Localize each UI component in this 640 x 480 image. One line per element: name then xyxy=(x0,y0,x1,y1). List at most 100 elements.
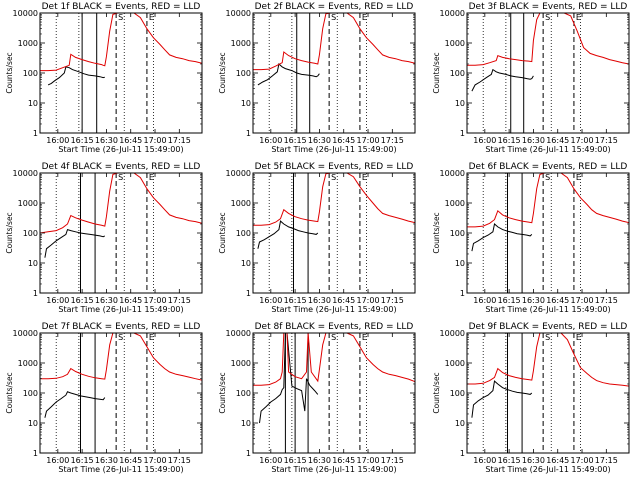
marker-label: S xyxy=(545,13,550,22)
y-tick-label: 10 xyxy=(241,419,251,428)
x-tick-label: 17:00 xyxy=(143,456,166,465)
marker-label: E xyxy=(576,173,581,182)
marker-label: S xyxy=(545,173,550,182)
x-axis-label: Start Time (26-Jul-11 15:49:00) xyxy=(58,145,183,154)
marker-label: S xyxy=(331,173,336,182)
x-tick-label: 16:15 xyxy=(71,136,94,145)
plot-frame xyxy=(39,332,203,454)
x-tick-label: 16:00 xyxy=(46,456,69,465)
y-tick-label: 10 xyxy=(28,419,38,428)
x-tick-label: 16:30 xyxy=(95,296,118,305)
marker-label: E xyxy=(576,333,581,342)
y-tick-label: 1 xyxy=(246,129,251,138)
marker-label: S xyxy=(118,173,123,182)
events-series-line xyxy=(44,228,106,258)
y-tick-label: 10000 xyxy=(440,329,465,338)
lld-series-line xyxy=(253,13,415,71)
x-tick-label: 16:45 xyxy=(332,296,355,305)
events-series-line xyxy=(44,391,106,418)
lld-series-line xyxy=(40,173,202,234)
x-tick-label: 16:00 xyxy=(46,136,69,145)
y-tick-label: 1000 xyxy=(231,359,251,368)
x-tick-label: 17:00 xyxy=(570,136,593,145)
marker-label: E xyxy=(149,13,154,22)
x-tick-label: 17:15 xyxy=(168,136,191,145)
x-tick-label: 16:30 xyxy=(95,136,118,145)
y-tick-label: 1000 xyxy=(18,199,38,208)
y-tick-label: 10000 xyxy=(13,9,38,18)
y-axis-label: Counts/sec xyxy=(5,212,14,253)
y-tick-label: 10 xyxy=(241,99,251,108)
x-tick-label: 16:45 xyxy=(546,456,569,465)
x-tick-label: 16:30 xyxy=(522,456,545,465)
x-tick-label: 17:00 xyxy=(356,136,379,145)
y-axis-label: Counts/sec xyxy=(218,52,227,93)
events-series-line xyxy=(257,63,320,86)
x-tick-label: 16:15 xyxy=(284,296,307,305)
panel-title: Det 3f BLACK = Events, RED = LLD xyxy=(469,2,628,12)
y-tick-label: 1000 xyxy=(18,39,38,48)
marker-label: E xyxy=(362,13,367,22)
y-tick-label: 100 xyxy=(23,229,38,238)
y-tick-label: 1000 xyxy=(231,39,251,48)
x-tick-label: 17:00 xyxy=(356,456,379,465)
x-tick-label: 16:15 xyxy=(71,296,94,305)
x-tick-label: 16:00 xyxy=(473,296,496,305)
y-tick-label: 100 xyxy=(450,389,465,398)
x-axis-label: Start Time (26-Jul-11 15:49:00) xyxy=(485,305,610,314)
y-tick-label: 1 xyxy=(33,289,38,298)
y-axis-label: Counts/sec xyxy=(432,212,441,253)
y-tick-label: 1000 xyxy=(231,199,251,208)
panel-title: Det 9f BLACK = Events, RED = LLD xyxy=(469,322,628,332)
marker-label: S xyxy=(331,333,336,342)
y-tick-label: 100 xyxy=(23,389,38,398)
y-tick-label: 100 xyxy=(236,69,251,78)
x-tick-label: 17:00 xyxy=(570,456,593,465)
y-tick-label: 1 xyxy=(460,129,465,138)
marker-label: E xyxy=(149,173,154,182)
y-tick-label: 1 xyxy=(33,449,38,458)
plot-frame xyxy=(466,332,630,454)
y-tick-label: 1000 xyxy=(445,199,465,208)
x-tick-label: 16:00 xyxy=(46,296,69,305)
x-axis-label: Start Time (26-Jul-11 15:49:00) xyxy=(58,305,183,314)
lld-series-line xyxy=(253,333,415,386)
x-tick-label: 17:00 xyxy=(356,296,379,305)
x-tick-label: 17:15 xyxy=(595,296,618,305)
y-tick-label: 10000 xyxy=(226,9,251,18)
x-tick-label: 16:45 xyxy=(119,456,142,465)
y-tick-label: 1000 xyxy=(445,39,465,48)
y-axis-label: Counts/sec xyxy=(218,212,227,253)
plot-frame xyxy=(252,12,416,134)
x-tick-label: 17:15 xyxy=(168,456,191,465)
marker-label: E xyxy=(576,13,581,22)
x-tick-label: 16:15 xyxy=(284,456,307,465)
x-tick-label: 17:00 xyxy=(143,296,166,305)
x-tick-label: 16:30 xyxy=(308,456,331,465)
x-tick-label: 16:00 xyxy=(259,456,282,465)
x-tick-label: 16:00 xyxy=(259,136,282,145)
lld-series-line xyxy=(467,13,629,66)
x-axis-label: Start Time (26-Jul-11 15:49:00) xyxy=(58,465,183,474)
marker-label: E xyxy=(362,333,367,342)
y-tick-label: 10000 xyxy=(13,329,38,338)
y-tick-label: 1000 xyxy=(18,359,38,368)
x-tick-label: 16:00 xyxy=(473,456,496,465)
lld-series-line xyxy=(467,173,629,228)
x-tick-label: 17:15 xyxy=(381,136,404,145)
y-tick-label: 10 xyxy=(28,99,38,108)
plot-frame xyxy=(252,332,416,454)
y-tick-label: 1 xyxy=(246,289,251,298)
x-tick-label: 16:15 xyxy=(284,136,307,145)
y-tick-label: 1 xyxy=(460,289,465,298)
y-tick-label: 100 xyxy=(236,229,251,238)
y-tick-label: 10 xyxy=(241,259,251,268)
y-tick-label: 10000 xyxy=(226,329,251,338)
x-tick-label: 17:15 xyxy=(381,456,404,465)
x-tick-label: 16:45 xyxy=(546,136,569,145)
y-tick-label: 100 xyxy=(236,389,251,398)
